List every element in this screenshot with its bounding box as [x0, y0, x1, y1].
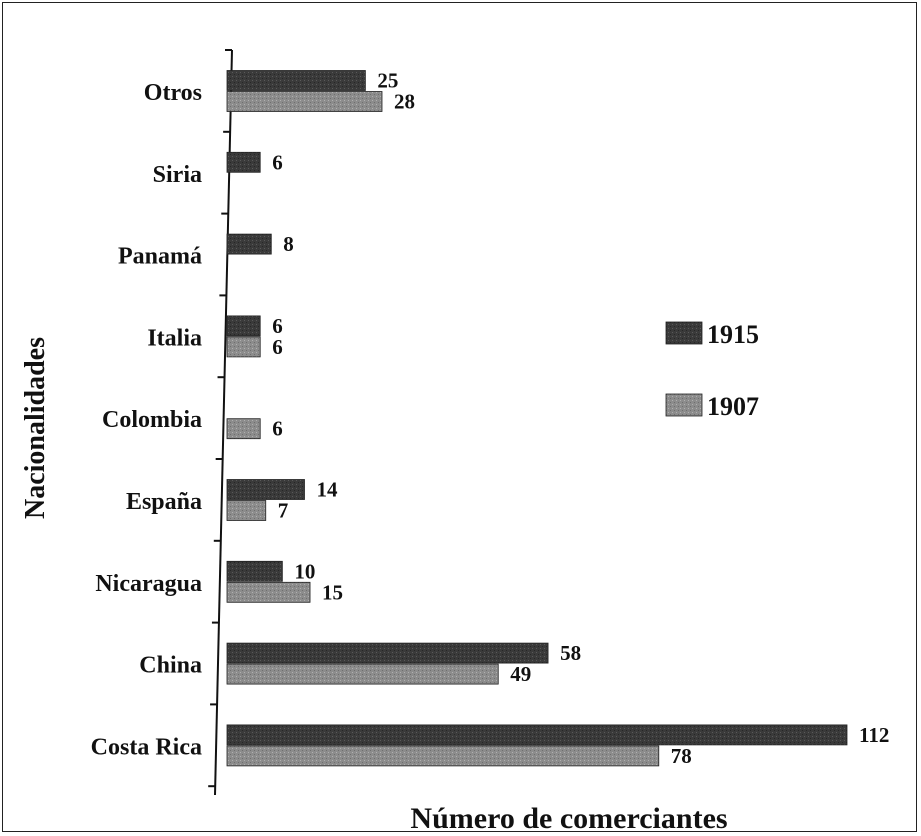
category-label-otros: Otros — [144, 80, 202, 106]
value-label-1907-nicaragua: 15 — [322, 580, 343, 604]
value-label-1915-siria: 6 — [272, 150, 283, 174]
bar-1907-colombia — [226, 418, 261, 440]
bar-1907-nicaragua — [226, 581, 311, 603]
value-label-1907-espana: 7 — [278, 499, 289, 523]
category-label-espana: España — [126, 489, 202, 515]
bar-1915-otros — [226, 70, 366, 91]
legend-swatch-1915 — [665, 321, 703, 345]
bar-1915-espana — [226, 479, 305, 500]
y-axis-line — [214, 49, 233, 796]
value-label-1915-panama: 8 — [283, 232, 294, 256]
value-label-1915-italia: 6 — [272, 314, 283, 338]
value-label-1907-costa-rica: 78 — [671, 744, 692, 768]
value-label-1907-italia: 6 — [272, 335, 283, 359]
legend-label-1907: 1907 — [707, 392, 759, 421]
category-label-siria: Siria — [153, 162, 202, 188]
category-label-china: China — [139, 653, 202, 679]
category-label-italia: Italia — [147, 325, 202, 351]
value-label-1907-otros: 28 — [394, 90, 415, 114]
bar-1907-costa-rica — [226, 745, 660, 767]
bar-1907-italia — [226, 336, 261, 358]
category-label-nicaragua: Nicaragua — [95, 571, 202, 597]
x-axis-title: Número de comerciantes — [410, 802, 727, 835]
bar-1907-espana — [226, 500, 267, 521]
bar-1907-otros — [226, 91, 383, 112]
legend-label-1915: 1915 — [707, 320, 759, 349]
value-label-1915-espana: 14 — [317, 478, 339, 502]
value-label-1907-colombia: 6 — [272, 417, 283, 441]
bar-1915-siria — [226, 151, 261, 173]
value-label-1915-otros: 25 — [377, 69, 398, 93]
category-label-costa-rica: Costa Rica — [91, 734, 202, 760]
bar-1915-nicaragua — [226, 560, 283, 582]
bar-1915-china — [226, 642, 549, 664]
category-label-panama: Panamá — [118, 244, 202, 270]
value-label-1907-china: 49 — [510, 662, 531, 686]
category-label-colombia: Colombia — [102, 407, 202, 433]
bar-1915-italia — [226, 315, 261, 337]
bar-1915-panama — [226, 233, 272, 255]
value-label-1915-nicaragua: 10 — [294, 559, 315, 583]
bar-1907-china — [226, 663, 499, 685]
value-label-1915-costa-rica: 112 — [859, 723, 889, 747]
bar-1915-costa-rica — [226, 724, 848, 746]
value-label-1915-china: 58 — [560, 641, 581, 665]
y-axis-title: Nacionalidades — [20, 337, 51, 519]
legend-swatch-1907 — [665, 393, 703, 417]
